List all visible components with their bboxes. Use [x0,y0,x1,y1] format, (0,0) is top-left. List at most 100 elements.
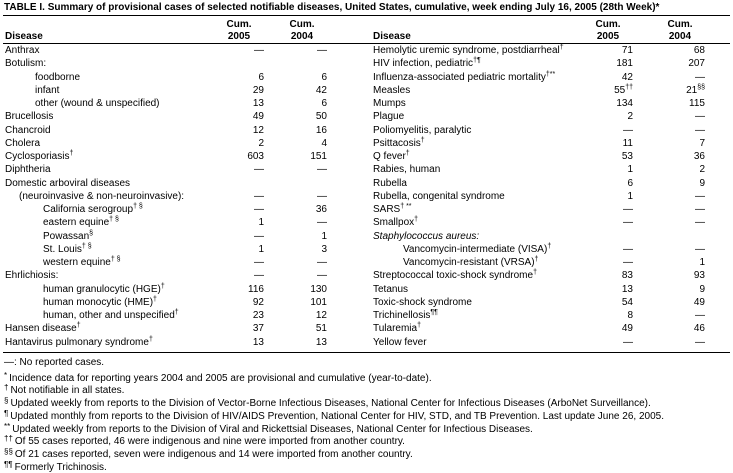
case-count: 46 [655,323,705,335]
case-count-value: — [695,336,705,348]
case-count-value: 51 [315,323,327,335]
case-count-value: 12 [252,124,264,136]
disease-name: Powassan§ [43,230,93,243]
case-count-value: — [254,45,264,56]
case-count: 13 [583,284,633,296]
case-count-value: 13 [315,336,327,348]
footnote: †† Of 55 cases reported, 46 were indigeno… [4,433,405,448]
case-count-value: 2 [258,137,264,149]
case-count-value: 42 [621,71,633,83]
footnote-text: : No reported cases. [14,357,105,368]
case-count: 29 [214,85,264,97]
case-count: 13 [277,337,327,349]
case-count: 6 [277,72,327,84]
case-count-value: 207 [688,58,705,70]
case-count-value: 71 [621,45,633,56]
case-count: — [583,217,633,229]
disease-name-text: Powassan [43,230,90,242]
case-count-value: 92 [252,296,264,308]
footnote-text: Not notifiable in all states. [10,385,125,397]
footnote: † Not notifiable in all states. [4,382,124,397]
disease-name-text: Domestic arboviral diseases [5,177,131,189]
footnote-marker: † § [109,216,119,224]
footnote-marker: † § [81,242,92,250]
case-count: 130 [277,284,327,296]
disease-name: other (wound & unspecified) [35,98,160,110]
case-count-value: 603 [247,151,264,162]
case-count: — [583,125,633,137]
case-count-value: 9 [699,177,705,189]
disease-name: Hemolytic uremic syndrome, postdiarrheal… [373,44,564,57]
disease-name-text: Rubella [373,177,407,189]
case-count-value: 1 [699,257,705,268]
footnote-text: Formerly Trichinosis. [14,461,107,473]
disease-name-text: HIV infection, pediatric [373,58,474,70]
column-header: Disease [5,31,43,42]
footnote-marker: † [547,242,552,250]
footnote: § Updated weekly from reports to the Divi… [4,395,651,410]
footnote-marker: §§ [697,83,705,91]
disease-name-text: Rubella, congenital syndrome [373,190,505,202]
case-count-value: — [695,243,705,255]
case-count: 21§§ [655,83,705,97]
case-count: 1 [583,164,633,176]
footnote-marker: † [420,136,425,144]
disease-name-text: Hemolytic uremic syndrome, postdiarrheal [373,45,560,56]
case-count-value: 1 [627,190,633,202]
footnote: ¶ Updated monthly from reports to the Div… [4,408,664,423]
disease-name-text: Ehrlichiosis: [5,270,59,282]
footnote: §§ Of 21 cases reported, seven were indig… [4,446,413,461]
disease-name: Psittacosis† [373,136,425,150]
case-count: 4 [277,138,327,150]
case-count: 2 [214,138,264,150]
case-count-value: 23 [252,310,264,321]
case-count: 2 [583,111,633,123]
case-count: — [277,270,327,282]
case-count-value: 13 [252,98,264,109]
case-count: 50 [277,111,327,123]
case-count-value: — [317,190,327,202]
disease-name-text: Plague [373,111,405,123]
disease-name: Mumps [373,98,406,110]
case-count-value: 6 [321,98,327,109]
disease-name-text: California serogroup [43,204,134,215]
bottom-rule [3,352,730,353]
disease-name: Yellow fever [373,337,427,349]
case-count-value: — [254,190,264,202]
footnote: * Incidence data for reporting years 2004… [4,370,432,385]
case-count-value: — [695,217,705,229]
case-count-value: — [254,204,264,215]
case-count-value: 42 [315,84,327,96]
disease-name: human, other and unspecified† [43,309,179,322]
case-count: 83 [583,270,633,282]
footnote-marker: § [4,396,9,406]
case-count: 1 [277,231,327,243]
disease-name: (neuroinvasive & non-neuroinvasive): [19,191,184,203]
case-count: — [655,217,705,229]
case-count-value: — [623,217,633,229]
footnote-marker: † [4,383,9,393]
case-count: — [655,244,705,256]
disease-name-text: Streptococcal toxic-shock syndrome [373,270,534,282]
case-count: 9 [655,284,705,296]
case-count: 36 [277,204,327,216]
case-count-value: 130 [310,283,327,295]
case-count: 55†† [583,84,633,97]
case-count: — [277,217,327,229]
case-count: 2 [655,164,705,176]
case-count: 37 [214,323,264,335]
disease-name-text: Hansen disease [5,323,77,335]
disease-name: Vancomycin-intermediate (VISA)† [403,242,552,256]
case-count: 1 [214,244,264,256]
case-count-value: 53 [621,151,633,162]
case-count-value: 46 [693,323,705,335]
case-count: — [277,257,327,269]
case-count-value: 11 [622,137,633,149]
case-count-value: — [254,230,264,242]
case-count: 7 [655,138,705,150]
disease-name: Hantavirus pulmonary syndrome† [5,336,153,349]
disease-name-text: human, other and unspecified [43,310,175,321]
case-count: 101 [277,297,327,309]
footnote-marker: §§ [4,446,13,456]
case-count-value: — [317,270,327,282]
